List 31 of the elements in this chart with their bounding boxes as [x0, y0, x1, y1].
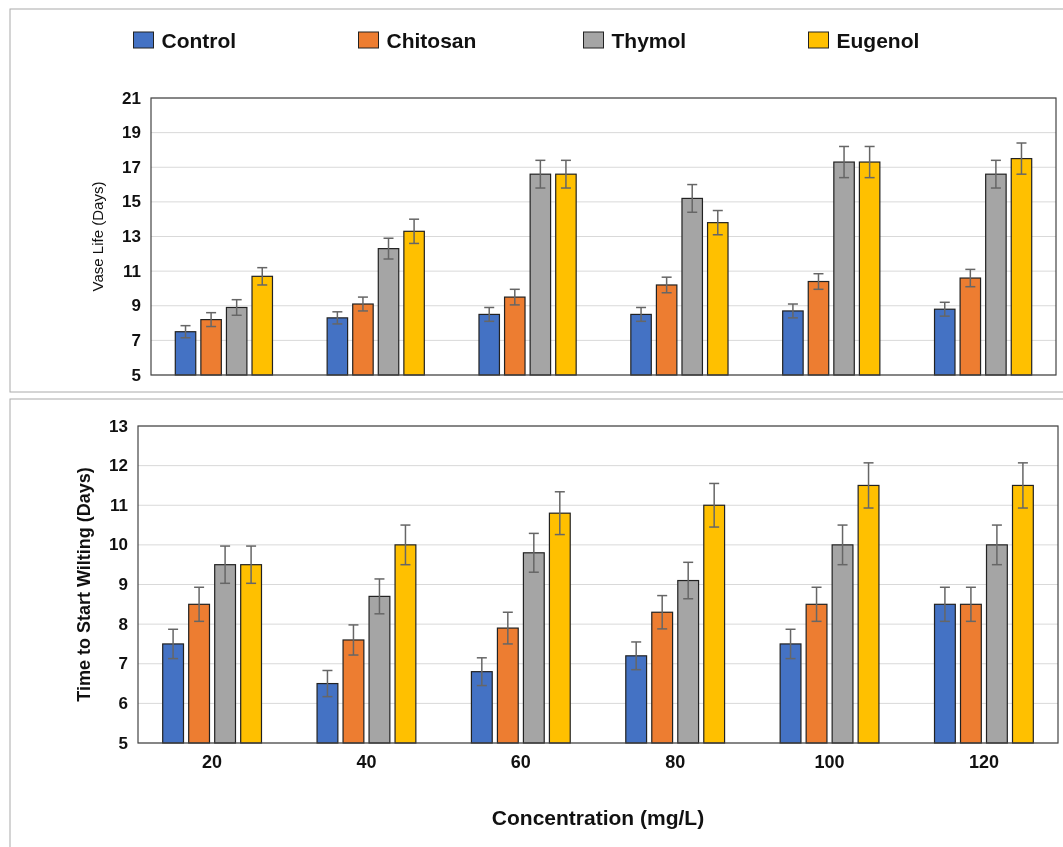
y-tick-label: 7 — [118, 654, 128, 674]
y-tick-label: 7 — [131, 330, 141, 350]
y-axis-title: Vase Life (Days) — [89, 181, 106, 292]
y-tick-label: 11 — [123, 261, 141, 281]
x-tick-label: 120 — [968, 752, 999, 772]
x-tick-label: 60 — [510, 752, 531, 772]
y-tick-label: 5 — [131, 365, 141, 385]
y-tick-label: 10 — [109, 535, 128, 555]
y-tick-label: 17 — [122, 157, 141, 177]
y-tick-label: 5 — [118, 733, 128, 753]
y-tick-label: 9 — [131, 296, 141, 316]
y-tick-label: 11 — [110, 495, 128, 515]
x-tick-label: 100 — [814, 752, 845, 772]
y-axis-title: Time to Start Wilting (Days) — [74, 467, 94, 702]
y-tick-label: 21 — [122, 88, 141, 108]
y-tick-label: 6 — [118, 693, 128, 713]
legend-label: Eugenol — [836, 28, 920, 52]
legend-label: Control — [161, 28, 237, 52]
x-tick-label: 40 — [356, 752, 377, 772]
y-tick-label: 15 — [122, 192, 141, 212]
legend-label: Thymol — [611, 28, 687, 52]
y-tick-label: 19 — [122, 123, 141, 143]
x-tick-label: 80 — [665, 752, 686, 772]
legend-label: Chitosan — [386, 28, 477, 52]
x-axis-title: Concentration (mg/L) — [491, 806, 705, 829]
x-tick-label: 20 — [202, 752, 223, 772]
y-tick-label: 9 — [118, 575, 128, 594]
y-tick-label: 13 — [122, 227, 141, 246]
y-tick-label: 13 — [109, 416, 128, 436]
y-tick-label: 12 — [109, 456, 128, 476]
y-tick-label: 8 — [118, 614, 128, 634]
